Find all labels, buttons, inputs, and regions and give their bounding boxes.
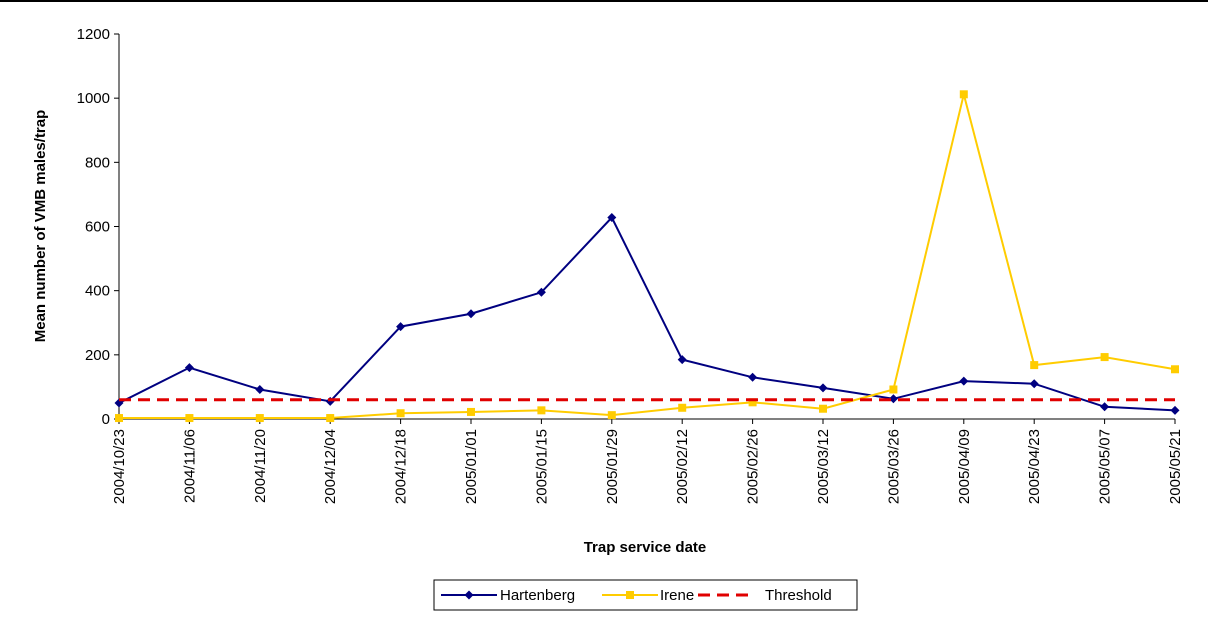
data-point-irene <box>819 404 827 413</box>
x-tick-label: 2005/01/15 <box>533 429 550 504</box>
data-point-hartenberg <box>677 355 687 365</box>
series-hartenberg <box>114 213 1180 415</box>
legend-label-irene: Irene <box>660 587 694 604</box>
data-point-irene <box>115 414 123 423</box>
data-point-hartenberg <box>536 287 546 297</box>
x-tick-label: 2005/04/23 <box>1026 429 1043 504</box>
data-point-hartenberg <box>888 394 898 404</box>
x-tick-label: 2004/10/23 <box>111 429 128 504</box>
data-point-hartenberg <box>748 372 758 382</box>
data-point-irene <box>185 414 194 423</box>
x-tick-label: 2005/01/01 <box>463 429 480 504</box>
data-point-hartenberg <box>607 213 617 223</box>
x-tick-label: 2005/02/12 <box>674 429 691 504</box>
y-tick-label: 0 <box>102 411 110 428</box>
x-tick-label: 2005/04/09 <box>956 429 973 504</box>
chart-axes <box>118 34 1175 420</box>
data-point-irene <box>678 403 687 412</box>
x-tick-label: 2004/11/06 <box>181 429 198 503</box>
data-point-hartenberg <box>255 384 265 394</box>
legend-label-hartenberg: Hartenberg <box>500 587 575 604</box>
data-point-irene <box>748 398 757 407</box>
data-point-irene <box>1030 361 1039 370</box>
x-tick-label: 2005/01/29 <box>604 429 621 504</box>
x-tick-label: 2004/11/20 <box>252 429 269 503</box>
y-tick-label: 200 <box>85 347 110 364</box>
data-point-irene <box>467 407 475 416</box>
y-tick-label: 400 <box>85 283 110 300</box>
y-tick-label: 800 <box>85 154 110 171</box>
data-point-hartenberg <box>1029 379 1039 389</box>
series-line-hartenberg <box>118 215 1176 412</box>
data-point-hartenberg <box>1100 402 1110 412</box>
data-point-irene <box>959 90 968 99</box>
data-point-irene <box>1100 353 1109 362</box>
y-tick-label: 1000 <box>77 90 110 107</box>
y-tick-labels: 0 200 400 600 800 1000 1200 <box>77 26 119 428</box>
y-axis-title: Mean number of VMB males/trap <box>32 110 49 343</box>
data-point-irene <box>889 385 898 394</box>
x-axis-title: Trap service date <box>584 539 707 556</box>
data-point-irene <box>537 406 546 415</box>
data-point-irene <box>396 409 405 418</box>
x-tick-label: 2004/12/18 <box>393 429 410 504</box>
y-tick-label: 600 <box>85 219 110 236</box>
x-tick-label: 2005/03/12 <box>815 429 832 504</box>
data-point-hartenberg <box>466 309 476 319</box>
data-point-hartenberg <box>1170 405 1180 415</box>
legend-marker-hartenberg <box>464 590 474 600</box>
y-tick-label: 1200 <box>77 26 110 43</box>
data-point-irene <box>255 414 264 423</box>
data-point-irene <box>607 411 616 420</box>
data-point-hartenberg <box>818 383 828 393</box>
data-point-hartenberg <box>396 322 406 332</box>
x-tick-label: 2004/12/04 <box>322 429 339 504</box>
x-tick-label: 2005/05/07 <box>1097 429 1114 504</box>
x-tick-label: 2005/03/26 <box>885 429 902 504</box>
x-tick-labels: 2004/10/23 2004/11/06 2004/11/20 2004/12/04… <box>111 419 1184 504</box>
plot-series <box>114 90 1180 423</box>
data-point-irene <box>326 414 335 423</box>
legend: Hartenberg Irene Threshold <box>433 579 858 611</box>
data-point-hartenberg <box>959 376 969 386</box>
data-point-irene <box>1171 365 1179 374</box>
top-border-line <box>0 0 1208 2</box>
x-tick-label: 2005/05/21 <box>1167 429 1184 504</box>
x-tick-label: 2005/02/26 <box>745 429 762 504</box>
legend-marker-irene <box>626 591 634 599</box>
series-line-irene <box>119 94 1176 420</box>
series-irene <box>115 90 1179 423</box>
data-point-hartenberg <box>184 363 194 373</box>
legend-label-threshold: Threshold <box>765 587 832 604</box>
